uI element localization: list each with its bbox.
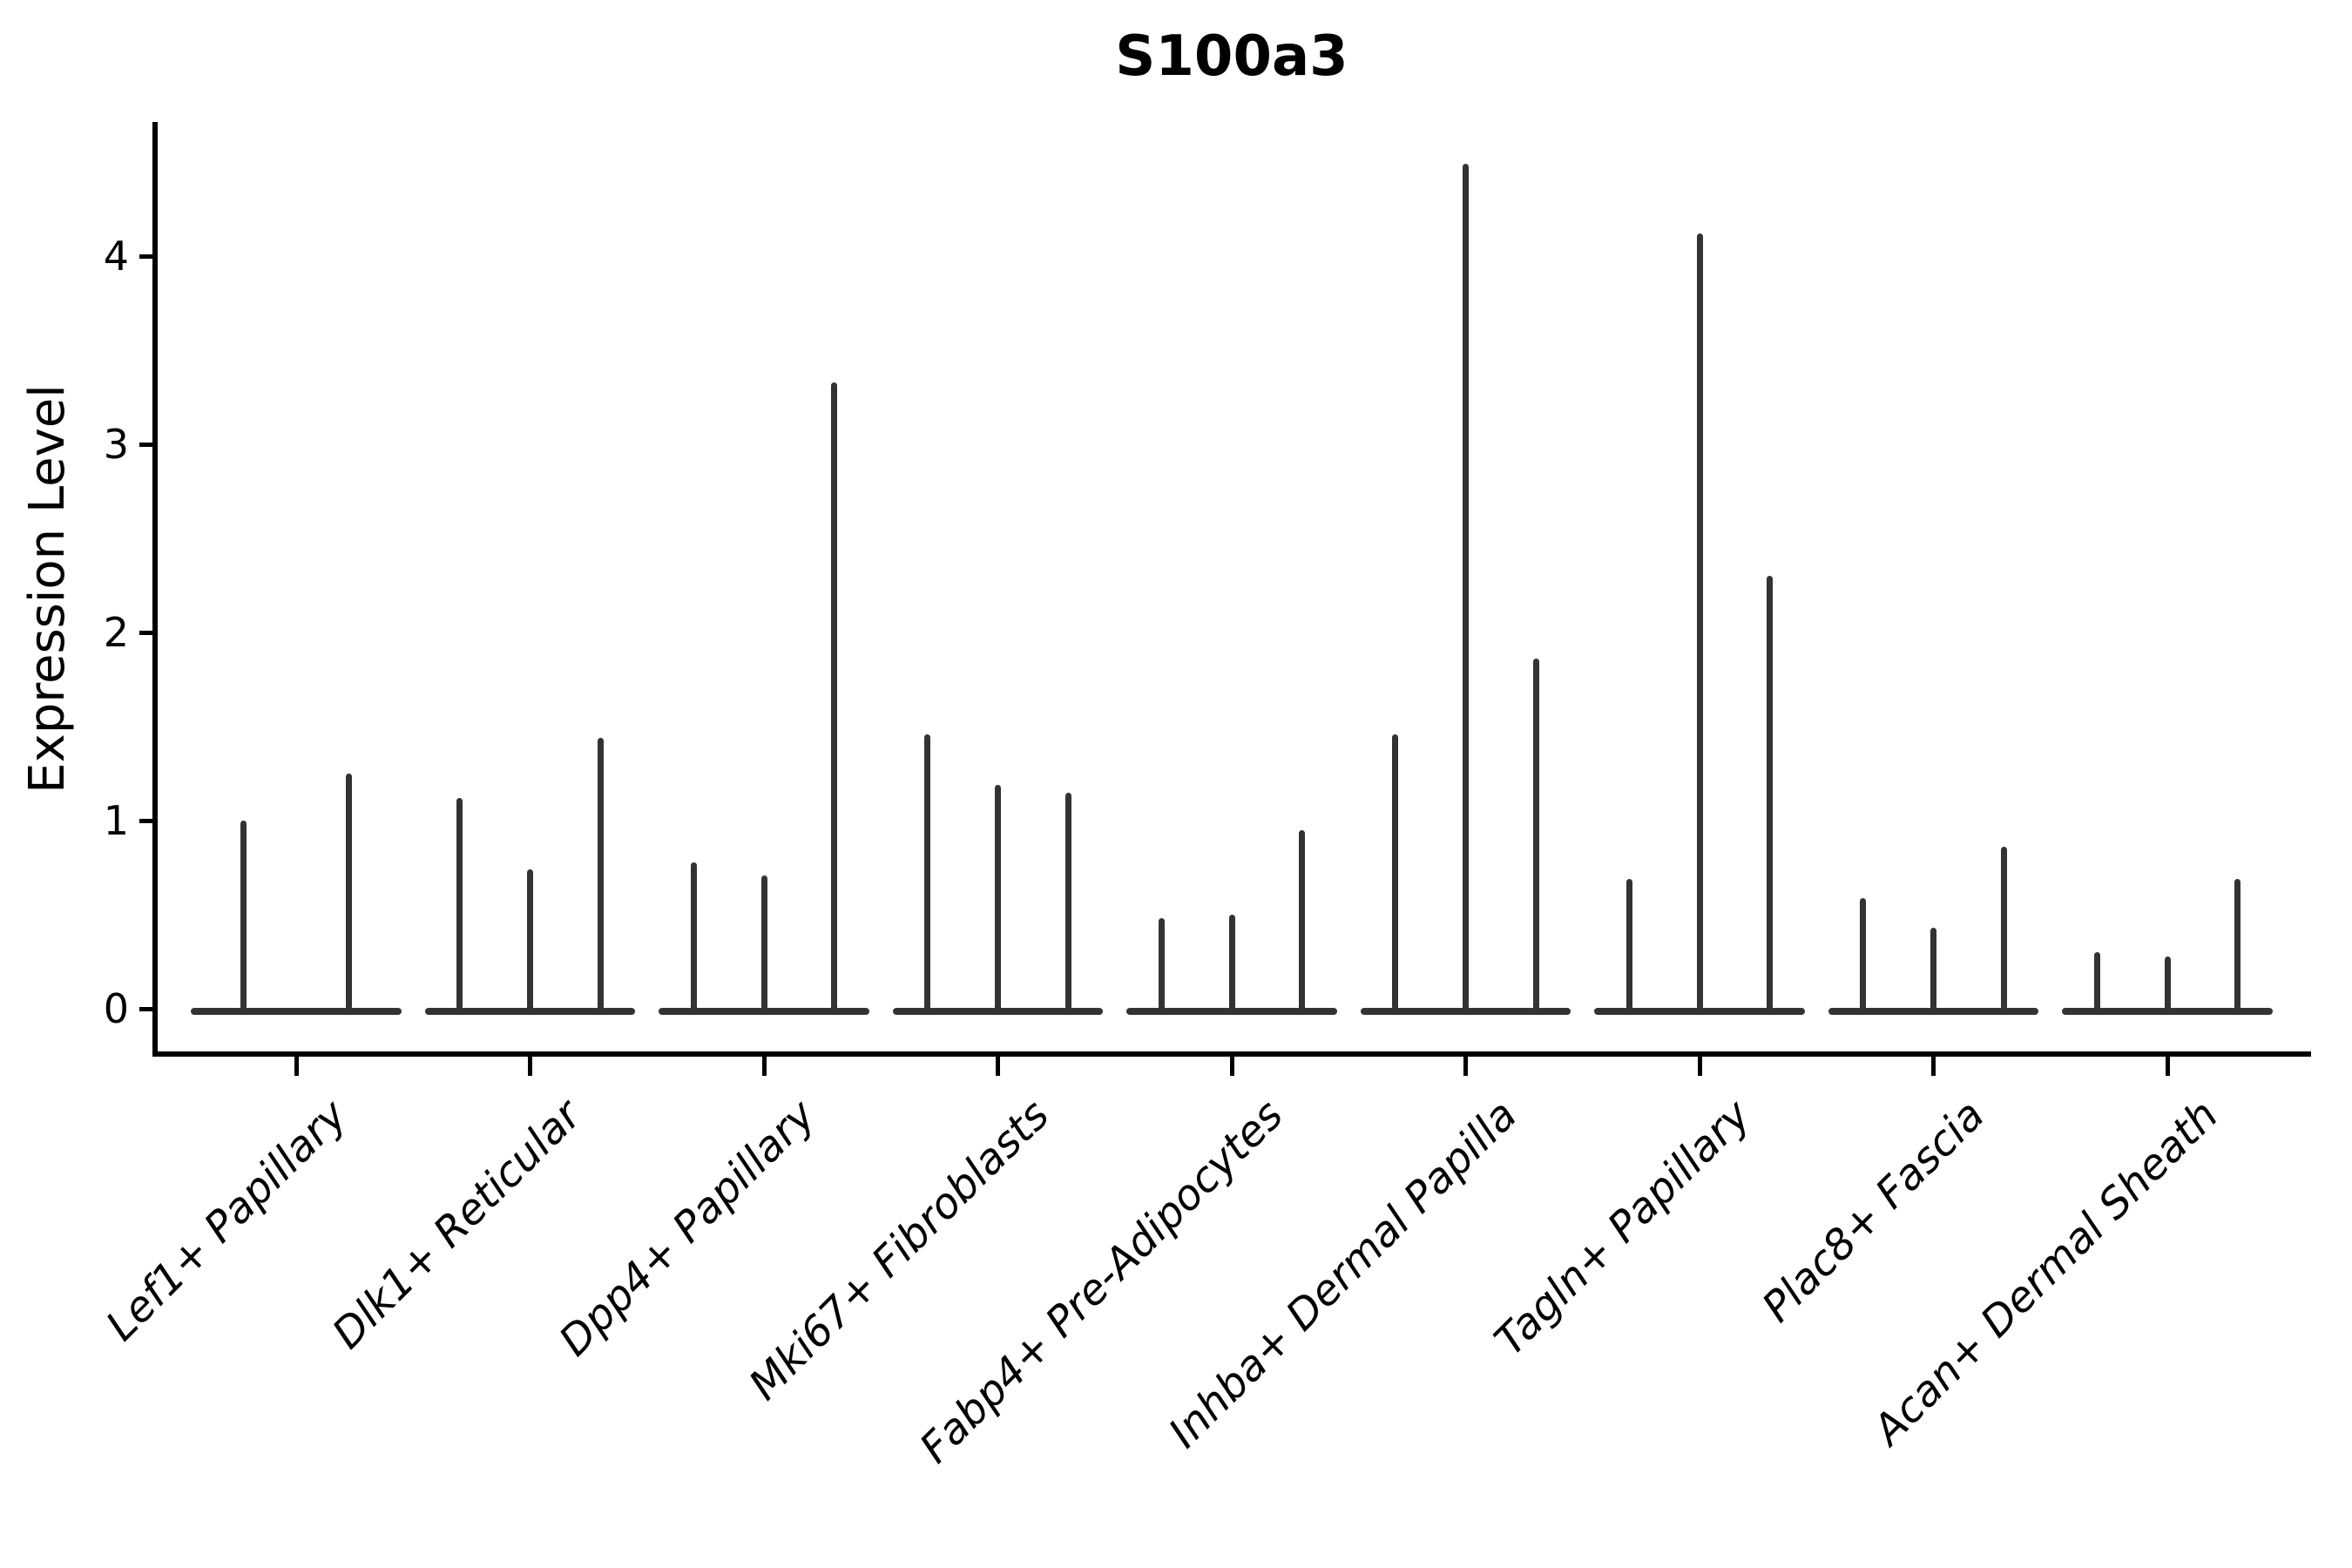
violin-spike [690, 862, 697, 1015]
violin-spike [1392, 733, 1399, 1015]
violin-spike [345, 774, 352, 1015]
violin-spike [240, 821, 247, 1015]
violin-spike [1860, 897, 1867, 1015]
y-axis-spine [152, 122, 158, 1057]
y-tick-label: 1 [103, 797, 129, 844]
y-tick-mark [139, 442, 155, 447]
x-tick-mark [1463, 1057, 1468, 1076]
x-tick-label: Dlk1+ Reticular [322, 1091, 591, 1359]
violin-spike [527, 869, 533, 1015]
violin-spike [995, 784, 1001, 1015]
x-tick-label: Lef1+ Papillary [97, 1091, 357, 1351]
violin-spike [2234, 878, 2241, 1015]
violin-spike [1299, 829, 1306, 1015]
violin-spike [831, 382, 838, 1015]
violin-spike [1228, 915, 1235, 1015]
y-tick-label: 4 [103, 233, 129, 280]
x-tick-mark [1229, 1057, 1234, 1076]
y-tick-mark [139, 818, 155, 823]
violin-spike [1930, 928, 1936, 1015]
x-tick-mark [1697, 1057, 1702, 1076]
violin-spike [2093, 952, 2100, 1015]
y-tick-mark [139, 1006, 155, 1011]
x-tick-label: Tagln+ Papillary [1485, 1091, 1761, 1366]
x-tick-label: Plac8+ Fascia [1753, 1091, 1995, 1332]
y-tick-label: 3 [103, 421, 129, 468]
violin-spike [1767, 576, 1774, 1015]
violin-spike [1064, 792, 1071, 1015]
y-tick-mark [139, 253, 155, 259]
violin-spike [1532, 659, 1539, 1015]
violin-spike [597, 737, 604, 1015]
x-tick-label: Dpp4+ Papillary [550, 1091, 825, 1366]
violin-spike [1625, 878, 1632, 1015]
violin-spike [760, 875, 767, 1015]
chart-title: S100a3 [1115, 24, 1348, 89]
x-tick-mark [294, 1057, 299, 1076]
violin-spike [924, 733, 931, 1015]
violin-spike [1463, 164, 1469, 1015]
violin-baseline [191, 1008, 402, 1015]
y-tick-label: 2 [103, 609, 129, 656]
x-axis-spine [152, 1051, 2311, 1057]
violin-spike [1696, 233, 1703, 1015]
violin-spike [2164, 956, 2171, 1015]
y-tick-label: 0 [103, 985, 129, 1032]
violin-spike [2000, 847, 2007, 1015]
violin-spike [456, 798, 463, 1015]
x-tick-mark [528, 1057, 532, 1076]
x-tick-mark [2165, 1057, 2170, 1076]
x-tick-mark [1931, 1057, 1936, 1076]
y-tick-mark [139, 630, 155, 635]
x-tick-mark [761, 1057, 767, 1076]
violin-spike [1158, 918, 1165, 1015]
x-tick-mark [996, 1057, 1000, 1076]
